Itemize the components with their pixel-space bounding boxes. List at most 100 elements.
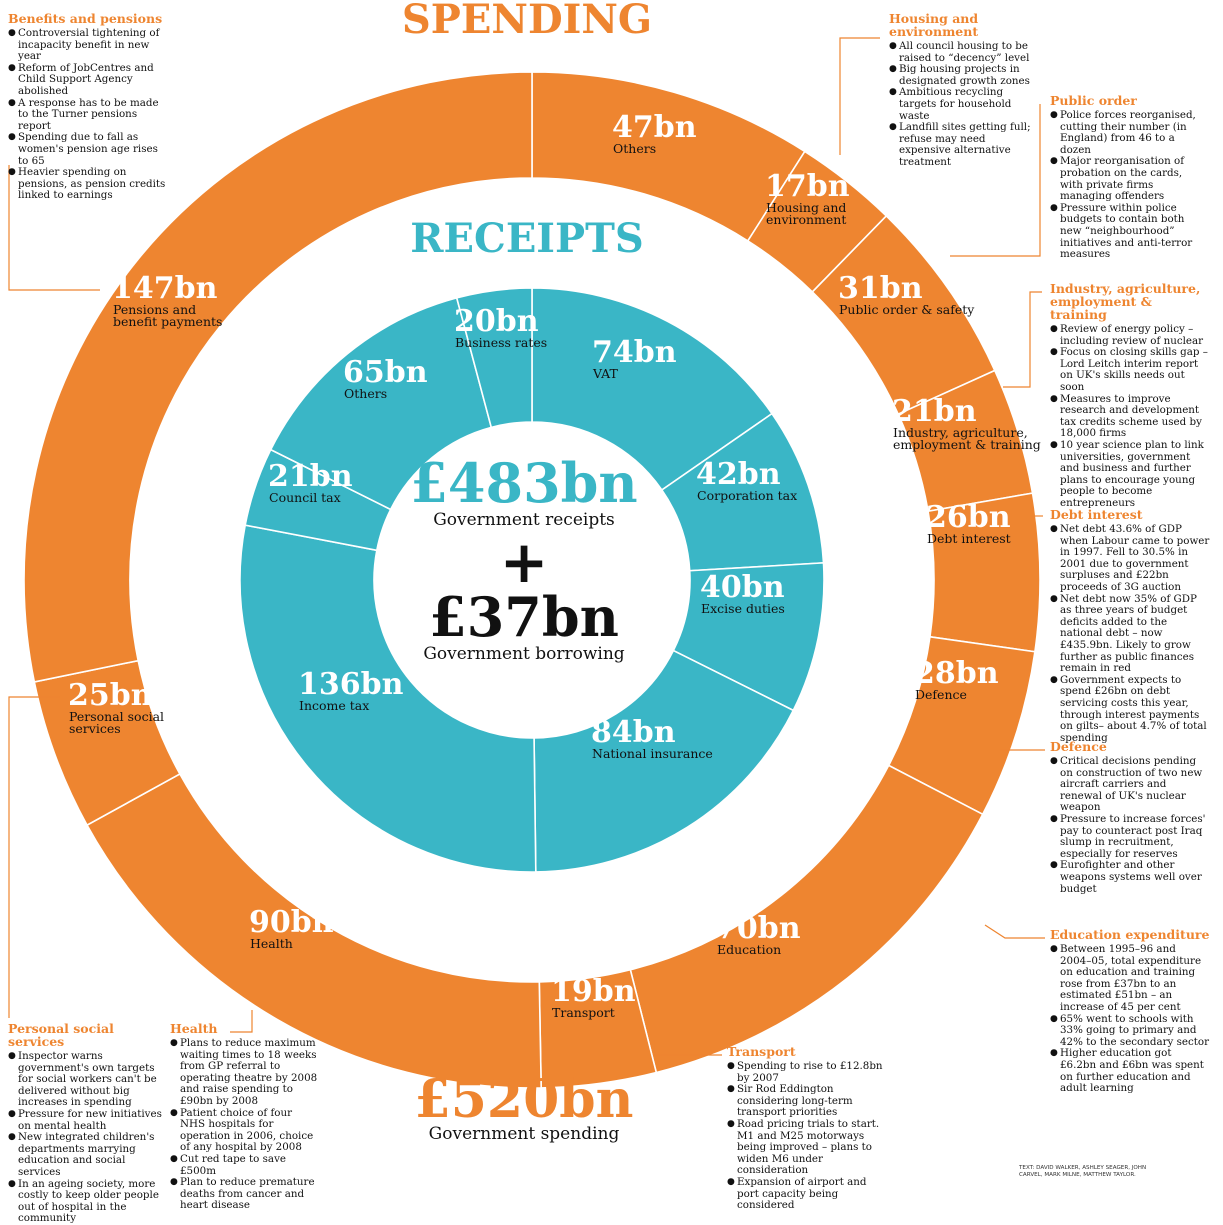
spending-label-industry-agriculture-employment-and-training: Industry, agriculture, xyxy=(893,425,1028,440)
borrowing-total: £37bn xyxy=(429,585,619,649)
annotation-item: Spending to rise to £12.8bn by 2007 xyxy=(727,1060,883,1084)
annotation-item: Patient choice of four NHS hospitals for… xyxy=(170,1107,320,1154)
receipts-label-income-tax: Income tax xyxy=(299,698,369,713)
annotation-title: Transport xyxy=(727,1044,796,1059)
annotation-title: Defence xyxy=(1050,739,1107,754)
annotation-public-order: Public order Police forces reorganised, … xyxy=(1050,94,1208,261)
annotation-item: Expansion of airport and port capacity b… xyxy=(727,1176,883,1212)
spending-label-health: Health xyxy=(250,936,293,951)
annotation-debt-interest: Debt interest Net debt 43.6% of GDP when… xyxy=(1050,508,1210,744)
annotation-personal-social: Personal social services Inspector warns… xyxy=(8,1022,164,1225)
receipts-value-vat: 74bn xyxy=(592,335,677,370)
leader-line xyxy=(839,37,880,155)
spending-value-defence: 28bn xyxy=(914,656,999,691)
annotation-item: Plans to reduce maximum waiting times to… xyxy=(170,1037,320,1108)
spending-value-industry-agriculture-employment-and-training: 21bn xyxy=(892,394,977,429)
receipts-value-national-insurance: 84bn xyxy=(591,715,676,750)
spending-label-housing-and-environment: Housing and xyxy=(766,200,846,215)
annotation-title: Debt interest xyxy=(1050,507,1143,522)
spending-label-education: Education xyxy=(717,942,781,957)
annotation-item: Focus on closing skills gap – Lord Leitc… xyxy=(1050,346,1210,393)
spending-label-transport: Transport xyxy=(552,1005,615,1020)
receipts-value-others: 65bn xyxy=(343,355,428,390)
annotation-item: Pressure to increase forces' pay to coun… xyxy=(1050,813,1210,860)
plus-sign: + xyxy=(500,528,549,596)
receipts-label-council-tax: Council tax xyxy=(269,490,341,505)
annotation-item: Pressure within police budgets to contai… xyxy=(1050,202,1208,261)
annotation-item: New integrated children's departments ma… xyxy=(8,1131,164,1178)
annotation-item: Critical decisions pending on constructi… xyxy=(1050,755,1210,814)
spending-label-industry-agriculture-employment-and-training: employment & training xyxy=(893,437,1041,452)
receipts-value-corporation-tax: 42bn xyxy=(696,457,781,492)
annotation-item: Big housing projects in designated growt… xyxy=(889,63,1035,87)
annotation-item: Controversial tightening of incapacity b… xyxy=(8,27,166,63)
spending-label-pensions-and-benefit-payments: benefit payments xyxy=(113,314,222,329)
spending-value-housing-and-environment: 17bn xyxy=(765,169,850,204)
annotation-title: Health xyxy=(170,1021,218,1036)
spending-value-others: 47bn xyxy=(612,110,697,145)
leader-line xyxy=(8,165,100,291)
receipts-total-label: Government receipts xyxy=(433,510,615,530)
annotation-item: Major reorganisation of probation on the… xyxy=(1050,156,1208,202)
annotation-item: Between 1995–96 and 2004–05, total expen… xyxy=(1050,943,1210,1014)
spending-label-debt-interest: Debt interest xyxy=(927,531,1011,546)
annotation-item: Sir Rod Eddington considering long-term … xyxy=(727,1083,883,1119)
leader-line xyxy=(1003,291,1042,388)
receipts-value-business-rates: 20bn xyxy=(454,304,539,339)
annotation-item: Cut red tape to save £500m xyxy=(170,1153,320,1177)
annotation-item: Reform of JobCentres and Child Support A… xyxy=(8,62,166,98)
annotation-item: 10 year science plan to link universitie… xyxy=(1050,439,1210,510)
receipts-value-council-tax: 21bn xyxy=(268,459,353,494)
spending-label-pensions-and-benefit-payments: Pensions and xyxy=(113,302,196,317)
receipts-segment-national-insurance xyxy=(533,649,795,873)
annotation-item: Higher education got £6.2bn and £6bn was… xyxy=(1050,1047,1210,1094)
spending-value-education: 70bn xyxy=(716,911,801,946)
annotation-item: Review of energy policy – including revi… xyxy=(1050,323,1210,347)
receipts-title: RECEIPTS xyxy=(410,215,644,262)
annotation-health: Health Plans to reduce maximum waiting t… xyxy=(170,1022,320,1212)
annotation-item: Police forces reorganised, cutting their… xyxy=(1050,109,1208,156)
spending-total: £520bn xyxy=(415,1069,634,1130)
receipts-value-excise-duties: 40bn xyxy=(700,570,785,605)
spending-ring xyxy=(23,71,1041,1089)
annotation-item: Landfill sites getting full; refuse may … xyxy=(889,121,1035,168)
leader-line xyxy=(8,696,60,1018)
annotation-benefits: Benefits and pensions Controversial tigh… xyxy=(8,12,166,202)
annotation-education: Education expenditure Between 1995–96 an… xyxy=(1050,928,1210,1095)
annotation-item: In an ageing society, more costly to kee… xyxy=(8,1178,164,1225)
annotation-item: A response has to be made to the Turner … xyxy=(8,97,166,133)
receipts-label-corporation-tax: Corporation tax xyxy=(697,488,797,503)
annotation-transport: Transport Spending to rise to £12.8bn by… xyxy=(727,1045,883,1212)
annotation-item: Net debt now 35% of GDP as three years o… xyxy=(1050,593,1210,675)
leader-line xyxy=(984,924,1045,939)
receipts-total: £483bn xyxy=(410,451,637,515)
annotation-title: Industry, agriculture, employment & trai… xyxy=(1050,281,1201,322)
annotation-item: Inspector warns government's own targets… xyxy=(8,1050,164,1109)
receipts-label-business-rates: Business rates xyxy=(455,335,547,350)
spending-label-defence: Defence xyxy=(915,687,967,702)
annotation-item: Government expects to spend £26bn on deb… xyxy=(1050,674,1210,745)
annotation-industry: Industry, agriculture, employment & trai… xyxy=(1050,282,1210,510)
annotation-item: Pressure for new initiatives on mental h… xyxy=(8,1108,164,1132)
annotation-title: Public order xyxy=(1050,93,1137,108)
annotation-item: Spending due to fall as women's pension … xyxy=(8,132,166,167)
receipts-label-vat: VAT xyxy=(592,366,619,381)
annotation-item: All council housing to be raised to “dec… xyxy=(889,40,1035,64)
spending-value-transport: 19bn xyxy=(551,974,636,1009)
spending-title: SPENDING xyxy=(402,0,652,43)
receipts-ring xyxy=(239,287,825,873)
annotation-item: Road pricing trials to start. M1 and M25… xyxy=(727,1118,883,1177)
annotation-title: Housing and environment xyxy=(889,11,979,39)
receipts-segment-vat xyxy=(531,287,774,492)
borrowing-label: Government borrowing xyxy=(423,644,624,664)
spending-value-debt-interest: 26bn xyxy=(926,500,1011,535)
receipts-segment-others xyxy=(269,296,493,511)
receipts-segment-business-rates xyxy=(455,287,533,429)
spending-label-personal-social-services: Personal social xyxy=(69,709,164,724)
annotation-housing: Housing and environment All council hous… xyxy=(889,12,1035,169)
annotation-title: Education expenditure xyxy=(1050,927,1210,942)
annotation-title: Personal social services xyxy=(8,1021,114,1049)
spending-label-others: Others xyxy=(613,141,656,156)
